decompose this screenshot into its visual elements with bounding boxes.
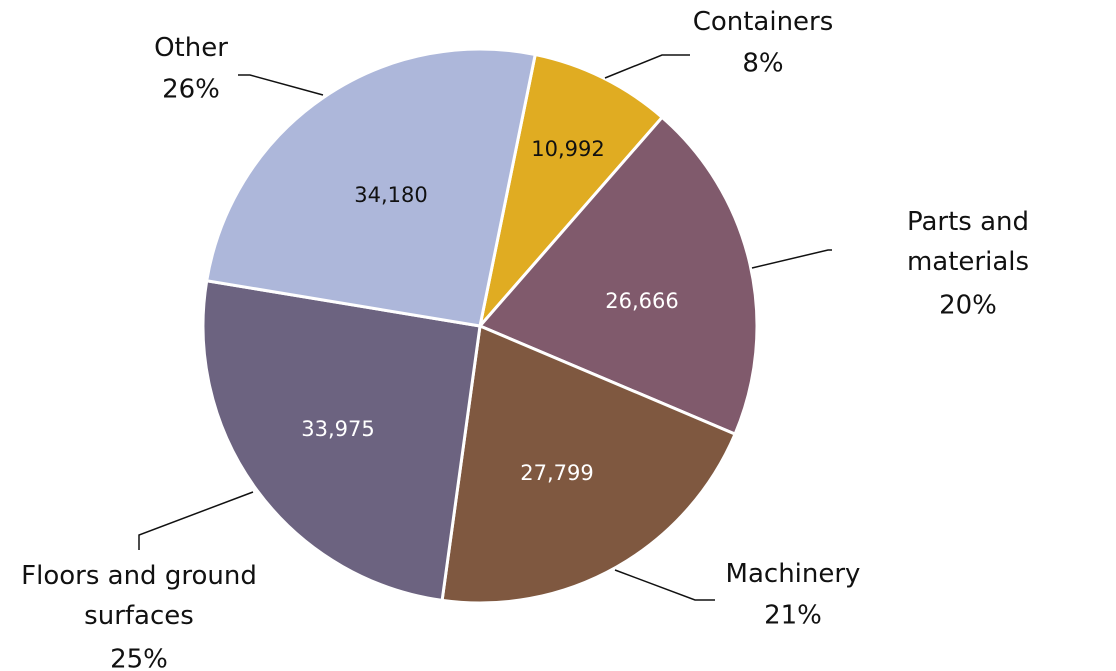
percent-label: 26% xyxy=(162,75,220,105)
category-label-line: Machinery xyxy=(726,559,861,589)
leader-line xyxy=(614,569,715,601)
category-label: Other xyxy=(154,33,228,63)
percent-label: 21% xyxy=(764,601,822,631)
category-label-line: Parts and xyxy=(907,207,1029,237)
category-label: Machinery xyxy=(726,559,861,589)
leader-line xyxy=(604,54,690,79)
percent-label: 20% xyxy=(939,291,997,321)
category-label: Containers xyxy=(693,7,834,37)
value-label: 33,975 xyxy=(301,417,374,441)
category-label-line: Floors and ground xyxy=(21,561,257,591)
percent-label: 8% xyxy=(742,49,783,79)
value-label: 26,666 xyxy=(605,289,678,313)
value-label: 27,799 xyxy=(520,461,593,485)
leader-line xyxy=(751,249,832,269)
category-label-line: Other xyxy=(154,33,228,63)
category-label: Parts and materials xyxy=(907,207,1029,277)
pie-slice xyxy=(204,47,537,328)
leader-line xyxy=(138,491,254,550)
leader-line xyxy=(238,74,324,96)
value-label: 34,180 xyxy=(354,183,427,207)
pie-slice xyxy=(440,323,738,605)
pie-slice xyxy=(201,279,482,603)
percent-label: 25% xyxy=(110,645,168,671)
category-label-line: surfaces xyxy=(84,601,194,631)
value-label: 10,992 xyxy=(531,137,604,161)
pie-slice xyxy=(477,52,665,332)
category-label-line: Containers xyxy=(693,7,834,37)
category-label: Floors and ground surfaces xyxy=(21,561,257,631)
category-label-line: materials xyxy=(907,247,1029,277)
